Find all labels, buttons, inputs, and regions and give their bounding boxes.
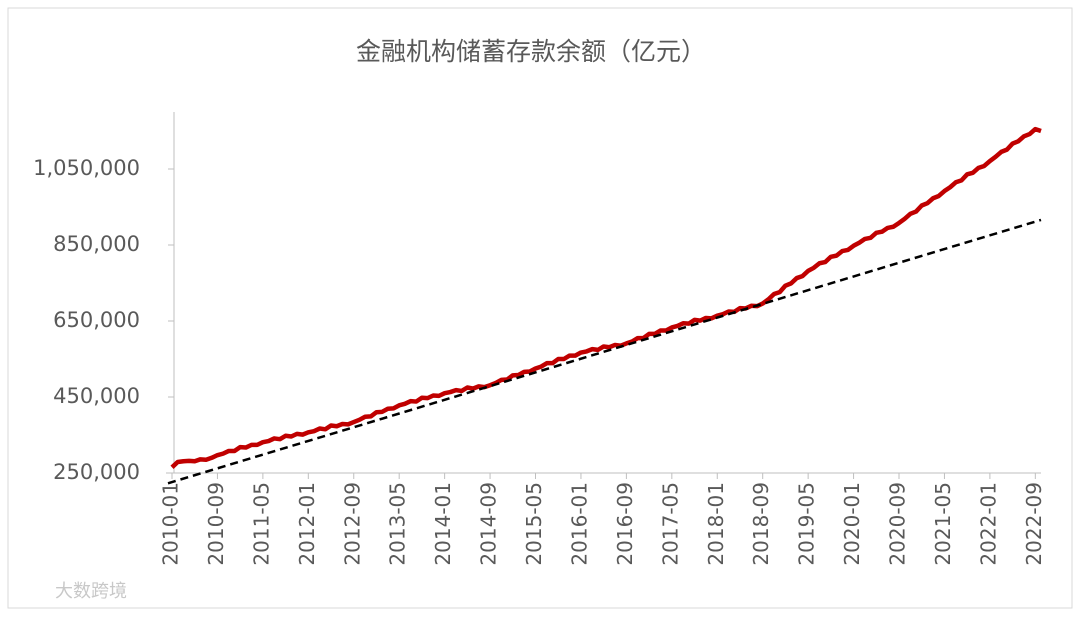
x-tick-label: 2022-01 [976, 482, 1000, 566]
x-tick-label: 2012-09 [340, 482, 364, 566]
chart-frame [7, 7, 1073, 609]
x-tick-label: 2013-05 [386, 482, 410, 566]
y-tick-label: 250,000 [53, 460, 140, 484]
x-tick-label: 2016-01 [567, 482, 591, 566]
x-tick-label: 2017-05 [658, 482, 682, 566]
trend-line [167, 218, 1042, 485]
x-tick-label: 2010-01 [159, 482, 183, 566]
x-tick-label: 2020-01 [840, 482, 864, 566]
y-tick-label: 850,000 [53, 232, 140, 256]
y-tick-label: 650,000 [53, 308, 140, 332]
y-tick-label: 1,050,000 [33, 156, 140, 180]
watermark: 大数跨境 [55, 581, 127, 602]
data-line [170, 126, 1042, 469]
chart-title: 金融机构储蓄存款余额（亿元） [356, 37, 706, 66]
x-tick-label: 2016-09 [613, 482, 637, 566]
x-tick-label: 2010-09 [204, 482, 228, 566]
x-tick-label: 2012-01 [295, 482, 319, 566]
x-tick-label: 2019-05 [795, 482, 819, 566]
x-tick-label: 2011-05 [249, 482, 273, 566]
x-tick-label: 2014-01 [431, 482, 455, 566]
x-tick-label: 2014-09 [477, 482, 501, 566]
y-tick-label: 450,000 [53, 384, 140, 408]
x-tick-label: 2021-05 [931, 482, 955, 566]
x-tick-label: 2022-09 [1022, 482, 1046, 566]
x-tick-label: 2018-09 [749, 482, 773, 566]
x-tick-label: 2015-05 [522, 482, 546, 566]
x-tick-label: 2020-09 [886, 482, 910, 566]
x-tick-label: 2018-01 [704, 482, 728, 566]
